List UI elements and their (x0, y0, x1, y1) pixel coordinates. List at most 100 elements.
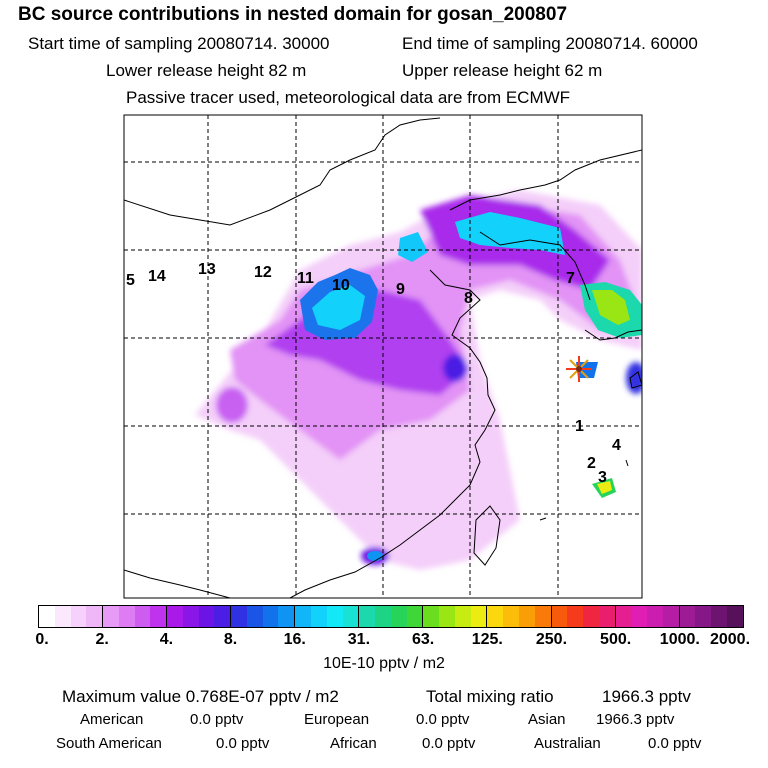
colorbar-cell (695, 606, 712, 627)
region-label-14: 14 (148, 268, 166, 285)
colorbar-cell (326, 606, 343, 627)
region-label-7: 7 (566, 270, 575, 287)
region-label-4: 4 (612, 437, 621, 454)
region-label-10: 10 (332, 277, 350, 294)
colorbar-tick-label: 125. (471, 631, 503, 648)
colorbar-cell (470, 606, 488, 627)
concentration-field (195, 190, 642, 570)
colorbar-tick-label: 16. (283, 631, 306, 648)
colorbar-cell (487, 606, 504, 627)
colorbar-cell (390, 606, 407, 627)
region-label-9: 9 (396, 281, 405, 298)
blob-south-core (367, 551, 383, 561)
colorbar-tick-label: 500. (600, 631, 632, 648)
colorbar-cell (662, 606, 680, 627)
region-label-13: 13 (198, 261, 216, 278)
colorbar-tick-label: 31. (347, 631, 371, 648)
colorbar-cell (615, 606, 632, 627)
colorbar-cell (359, 606, 376, 627)
colorbar-cell (39, 606, 55, 627)
south-american-value: 0.0 pptv (216, 735, 270, 752)
region-label-11: 11 (297, 270, 314, 287)
tracer-note-text: Passive tracer used, meteorological data… (126, 88, 571, 107)
colorbar-cell (134, 606, 151, 627)
lower-height-text: Lower release height 82 m (106, 61, 307, 80)
american-value: 0.0 pptv (190, 711, 244, 728)
map-panel (123, 114, 643, 599)
cyan-patch-2 (398, 232, 428, 262)
colorbar-cell (518, 606, 535, 627)
yellow-patch (592, 290, 630, 325)
asian-value: 1966.3 pptv (596, 711, 675, 728)
colorbar-cell (231, 606, 247, 627)
colorbar (38, 605, 744, 628)
colorbar-cell (86, 606, 104, 627)
colorbar-cell (679, 606, 696, 627)
colorbar-cell (726, 606, 743, 627)
colorbar-cell (103, 606, 119, 627)
plume-blob-east (626, 362, 642, 394)
start-time-text: Start time of sampling 20080714. 30000 (28, 34, 330, 53)
asian-label: Asian (528, 711, 566, 728)
region-label-3: 3 (598, 469, 607, 486)
colorbar-cell (551, 606, 568, 627)
colorbar-cell (198, 606, 215, 627)
colorbar-cell (167, 606, 183, 627)
colorbar-cell (182, 606, 199, 627)
cyan-patch-1b (312, 285, 365, 330)
colorbar-cell (406, 606, 424, 627)
region-label-2: 2 (587, 455, 596, 472)
colorbar-tick-label: 4. (159, 631, 174, 648)
cyan-patch-3 (455, 212, 565, 255)
source-patch-3b (597, 481, 612, 494)
colorbar-cell (439, 606, 455, 627)
colorbar-cell (311, 606, 327, 627)
plume-blob-west (216, 387, 248, 423)
end-time-text: End time of sampling 20080714. 60000 (402, 34, 698, 53)
colorbar-cell (118, 606, 135, 627)
australian-label: Australian (534, 735, 601, 752)
colorbar-tick-label: 250. (535, 631, 568, 648)
colorbar-cell (70, 606, 87, 627)
colorbar-cell (150, 606, 168, 627)
colorbar-cell (295, 606, 312, 627)
colorbar-cell (598, 606, 616, 627)
european-value: 0.0 pptv (416, 711, 470, 728)
colorbar-cell (423, 606, 440, 627)
colorbar-cell (583, 606, 599, 627)
colorbar-cell (262, 606, 279, 627)
colorbar-cell (454, 606, 471, 627)
region-label-5: 5 (126, 272, 135, 289)
african-value: 0.0 pptv (422, 735, 476, 752)
region-label-1: 1 (575, 418, 584, 435)
lat-lon-grid (124, 115, 642, 598)
colorbar-cell (54, 606, 71, 627)
colorbar-tick-label: 2. (95, 631, 109, 648)
region-label-12: 12 (254, 264, 272, 281)
colorbar-tick-label: 63. (411, 631, 435, 648)
total-mixing-label: Total mixing ratio (426, 687, 554, 706)
region-label-8: 8 (464, 290, 473, 307)
australian-value: 0.0 pptv (648, 735, 702, 752)
upper-height-text: Upper release height 62 m (402, 61, 603, 80)
colorbar-cell (631, 606, 648, 627)
colorbar-units: 10E-10 pptv / m2 (323, 655, 445, 672)
african-label: African (330, 735, 377, 752)
total-mixing-value: 1966.3 pptv (602, 687, 691, 706)
colorbar-cell (503, 606, 519, 627)
receptor-marker (566, 356, 592, 382)
colorbar-tick-label: 0. (35, 631, 49, 648)
colorbar-cell (375, 606, 391, 627)
colorbar-cell (534, 606, 552, 627)
colorbar-cell (246, 606, 263, 627)
maximum-value-text: Maximum value 0.768E-07 pptv / m2 (62, 687, 339, 706)
south-american-label: South American (56, 735, 162, 752)
colorbar-cell (647, 606, 663, 627)
plot-title: BC source contributions in nested domain… (18, 4, 568, 25)
american-label: American (80, 711, 144, 728)
colorbar-cell (278, 606, 296, 627)
european-label: European (304, 711, 370, 728)
colorbar-cell (711, 606, 727, 627)
colorbar-tick-label: 2000. (709, 631, 751, 648)
colorbar-cell (567, 606, 584, 627)
